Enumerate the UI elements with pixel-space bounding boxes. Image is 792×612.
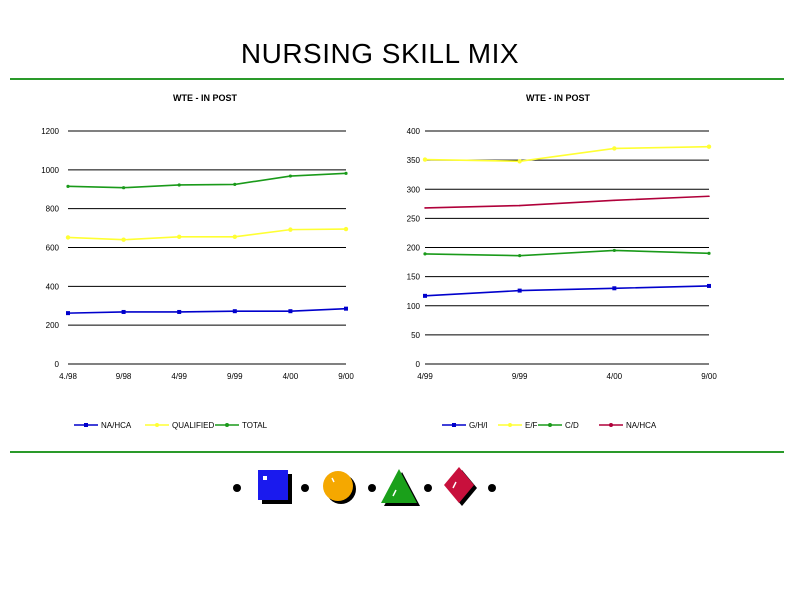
bullet-dot-icon <box>301 484 309 492</box>
series-line <box>67 172 347 189</box>
x-tick-label: 9/00 <box>338 372 354 381</box>
circle-icon <box>323 471 356 504</box>
chart-wte-right: WTE - IN POST 0 50 100 150 200 250 300 350 400 4/9… <box>407 93 718 430</box>
chart-title: WTE - IN POST <box>173 93 238 103</box>
data-point <box>344 306 348 311</box>
data-point <box>343 226 349 232</box>
x-tick-label: 4./98 <box>59 372 77 381</box>
series-line <box>424 249 710 257</box>
data-point <box>424 207 426 209</box>
y-tick-label: 0 <box>55 360 60 369</box>
data-point <box>422 157 428 162</box>
y-tick-label: 400 <box>46 282 60 291</box>
data-point <box>177 309 182 314</box>
data-point <box>423 293 427 298</box>
legend-label: NA/HCA <box>626 421 657 430</box>
data-point <box>707 283 711 288</box>
y-tick-label: 200 <box>407 244 421 253</box>
data-point <box>121 309 126 314</box>
y-tick-label: 1000 <box>41 166 59 175</box>
bottom-divider <box>10 451 784 453</box>
legend-label: TOTAL <box>242 421 268 430</box>
data-point <box>518 204 521 207</box>
legend-label: C/D <box>565 421 579 430</box>
legend-marker <box>609 423 613 427</box>
chart-title: WTE - IN POST <box>526 93 591 103</box>
triangle-icon <box>381 469 420 506</box>
page-title: NURSING SKILL MIX <box>240 38 520 69</box>
data-point <box>613 199 616 202</box>
data-point <box>65 235 71 240</box>
legend-marker <box>508 423 512 427</box>
y-tick-label: 250 <box>407 214 421 223</box>
data-point <box>233 182 237 186</box>
data-point <box>232 309 237 314</box>
data-point <box>122 186 126 190</box>
legend-marker <box>155 423 159 427</box>
bullet-dot-icon <box>488 484 496 492</box>
legend-label: E/F <box>525 421 538 430</box>
series-line <box>424 285 710 297</box>
data-point <box>612 248 616 253</box>
y-tick-label: 50 <box>411 331 420 340</box>
data-point <box>517 288 522 293</box>
x-tick-label: 9/99 <box>512 372 528 381</box>
x-tick-label: 9/98 <box>116 372 132 381</box>
chart-wte-left: WTE - IN POST 0 200 400 600 800 1000 1200 4./98 9… <box>41 93 354 430</box>
data-point <box>708 195 710 198</box>
data-point <box>518 254 522 258</box>
legend-marker <box>452 423 456 427</box>
legend-marker <box>225 423 229 427</box>
legend-label: QUALIFIED <box>172 421 214 430</box>
legend-label: NA/HCA <box>101 421 132 430</box>
diamond-icon <box>444 467 477 506</box>
legend-marker <box>548 423 552 427</box>
y-tick-label: 100 <box>407 302 421 311</box>
data-point <box>706 144 712 149</box>
x-tick-label: 4/99 <box>171 372 187 381</box>
data-point <box>288 309 293 314</box>
data-point <box>232 234 237 240</box>
data-point <box>177 183 181 187</box>
data-point <box>423 252 427 256</box>
data-point <box>517 159 522 164</box>
data-point <box>66 184 70 188</box>
y-tick-label: 800 <box>46 205 60 214</box>
x-tick-label: 9/99 <box>227 372 243 381</box>
x-tick-label: 4/99 <box>417 372 433 381</box>
data-point <box>288 174 292 178</box>
data-point <box>121 237 126 242</box>
top-divider <box>10 78 784 80</box>
series-line <box>67 307 347 314</box>
x-tick-label: 4/00 <box>607 372 623 381</box>
legend-label: G/H/I <box>469 421 488 430</box>
data-point <box>612 286 617 291</box>
bullet-dot-icon <box>424 484 432 492</box>
bullet-dot-icon <box>233 484 241 492</box>
y-tick-label: 400 <box>407 127 421 136</box>
x-tick-label: 9/00 <box>701 372 717 381</box>
data-point <box>66 311 70 316</box>
y-tick-label: 150 <box>407 273 421 282</box>
x-tick-label: 4/00 <box>283 372 299 381</box>
data-point <box>707 251 711 255</box>
bullet-dot-icon <box>368 484 376 492</box>
data-point <box>177 234 182 240</box>
series-line <box>67 228 347 241</box>
series-line <box>424 145 710 163</box>
y-tick-label: 0 <box>416 360 421 369</box>
legend-marker <box>84 423 88 427</box>
y-tick-label: 200 <box>46 321 60 330</box>
data-point <box>344 171 348 175</box>
data-point <box>612 146 617 151</box>
square-icon <box>258 470 292 504</box>
y-tick-label: 600 <box>46 244 60 253</box>
data-point <box>288 227 293 232</box>
y-tick-label: 1200 <box>41 127 59 136</box>
decorative-shapes <box>233 467 496 506</box>
y-tick-label: 350 <box>407 156 421 165</box>
y-tick-label: 300 <box>407 185 421 194</box>
series-line <box>424 195 710 209</box>
